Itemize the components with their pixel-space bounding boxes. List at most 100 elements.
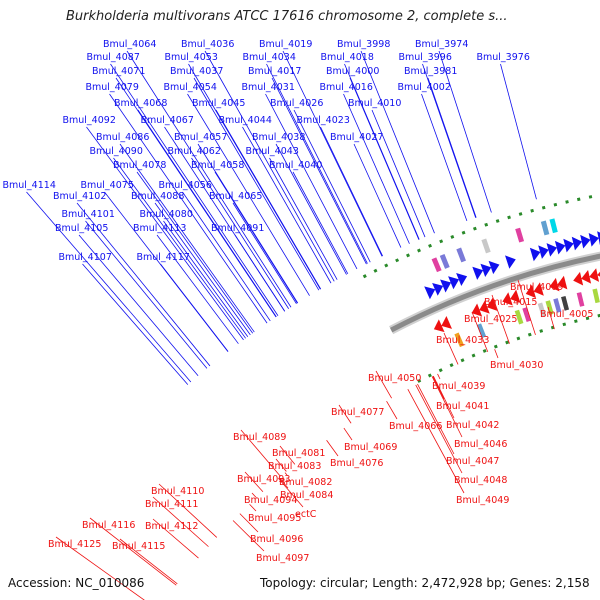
reverse-gene-leader: [338, 404, 352, 424]
reverse-gene-leader: [232, 520, 265, 552]
reverse-gene-arrow: [502, 292, 513, 306]
forward-gene-arrow: [424, 286, 436, 300]
reverse-gene-arrow: [479, 300, 490, 314]
forward-gene-leader: [156, 234, 239, 344]
reverse-gene-leader: [432, 375, 455, 419]
forward-gene-leader: [320, 126, 384, 257]
forward-gene-leader: [113, 157, 246, 339]
forward-gene-leader: [26, 191, 192, 383]
forward-gene-leader: [266, 63, 368, 264]
reverse-gene-arrow: [525, 284, 537, 299]
forward-gene-leader: [232, 202, 297, 304]
reverse-gene-label: Bmul_4030: [490, 360, 543, 371]
forward-gene-label: Bmul_4065: [209, 191, 262, 202]
reverse-gene-label: Bmul_4033: [436, 335, 489, 346]
forward-gene-arrow: [588, 232, 599, 247]
reverse-gene-label: Bmul_4093: [237, 474, 290, 485]
forward-gene-label: Bmul_4038: [252, 132, 305, 143]
forward-gene-label: Bmul_4017: [248, 66, 301, 77]
forward-gene-label: Bmul_4090: [90, 146, 143, 157]
forward-gene-arrow: [505, 255, 516, 269]
forward-gene-leader: [215, 109, 322, 290]
forward-gene-leader: [86, 126, 244, 341]
reverse-gene-label: Bmul_4076: [330, 458, 383, 469]
forward-gene-leader: [438, 50, 492, 213]
forward-gene-label: Bmul_4016: [320, 82, 373, 93]
reverse-gene-arrow: [433, 319, 445, 333]
forward-gene-leader: [204, 50, 335, 282]
forward-gene-label: Bmul_4067: [141, 115, 194, 126]
forward-gene-label: Bmul_4064: [103, 39, 156, 50]
forward-gene-arrow: [456, 272, 468, 287]
reverse-gene-label: Bmul_4077: [331, 407, 384, 418]
reverse-gene-leader: [278, 477, 289, 489]
reverse-gene-leader: [326, 439, 339, 457]
accession-text: Accession: NC_010086: [8, 576, 145, 590]
reverse-gene-leader: [89, 517, 177, 586]
forward-gene-leader: [136, 171, 254, 334]
feature-block-inner: [522, 307, 531, 322]
reverse-gene-arrow: [589, 268, 600, 282]
genome-summary-text: Topology: circular; Length: 2,472,928 bp…: [260, 576, 590, 590]
reverse-gene-leader: [417, 383, 455, 455]
forward-gene-leader: [188, 63, 321, 290]
forward-gene-label: Bmul_4079: [86, 82, 139, 93]
reverse-gene-label: Bmul_4115: [112, 541, 165, 552]
reverse-gene-leader: [279, 445, 296, 465]
forward-gene-label: Bmul_4010: [348, 98, 401, 109]
feature-block-outer: [481, 238, 491, 254]
forward-gene-leader: [110, 63, 279, 316]
reverse-gene-arrow: [471, 303, 483, 317]
forward-gene-label: Bmul_4058: [191, 160, 244, 171]
forward-gene-leader: [265, 93, 358, 270]
reverse-gene-arrow: [441, 315, 452, 329]
forward-gene-label: Bmul_4000: [326, 66, 379, 77]
reverse-gene-label: Bmul_4110: [151, 486, 204, 497]
forward-gene-label: Bmul_4019: [259, 39, 312, 50]
forward-gene-label: Bmul_4080: [140, 209, 193, 220]
forward-gene-arrow: [529, 247, 541, 262]
forward-gene-leader: [421, 93, 468, 221]
forward-gene-leader: [193, 77, 320, 291]
forward-gene-leader: [76, 202, 211, 367]
reverse-gene-leader: [275, 458, 287, 472]
feature-block-inner: [537, 302, 547, 318]
forward-gene-label: Bmul_4018: [321, 52, 374, 63]
forward-gene-label: Bmul_4036: [181, 39, 234, 50]
feature-block-outer: [540, 220, 550, 236]
forward-gene-label: Bmul_4092: [63, 115, 116, 126]
forward-gene-leader: [191, 157, 289, 309]
forward-gene-label: Bmul_4068: [114, 98, 167, 109]
feature-block-inner: [476, 323, 487, 339]
forward-gene-label: Bmul_4091: [211, 223, 264, 234]
forward-gene-leader: [293, 109, 371, 263]
forward-gene-leader: [360, 50, 435, 234]
forward-gene-label: Bmul_4105: [55, 223, 108, 234]
forward-gene-leader: [163, 220, 249, 337]
reverse-gene-label: Bmul_4039: [432, 381, 485, 392]
forward-gene-label: Bmul_4117: [137, 252, 190, 263]
forward-gene-leader: [154, 202, 251, 336]
feature-block-inner: [576, 292, 585, 307]
label-layer: 920 kbp940 kbp960 kbp980 kbp1000 kbp1020…: [3, 39, 593, 600]
forward-gene-arrow: [597, 231, 600, 245]
forward-gene-label: Bmul_4088: [131, 191, 184, 202]
feature-block-outer: [549, 218, 558, 234]
forward-gene-label: Bmul_4062: [168, 146, 221, 157]
forward-gene-label: Bmul_4102: [53, 191, 106, 202]
forward-gene-arrow: [440, 279, 452, 293]
reverse-gene-label: Bmul_4116: [82, 520, 135, 531]
forward-gene-label: Bmul_4043: [246, 146, 299, 157]
forward-gene-label: Bmul_4054: [164, 82, 217, 93]
feature-block-outer: [456, 247, 467, 263]
reverse-gene-label: Bmul_4009: [510, 282, 563, 293]
forward-gene-label: Bmul_4031: [242, 82, 295, 93]
forward-gene-label: Bmul_4075: [81, 180, 134, 191]
reverse-gene-arrow: [549, 277, 560, 292]
forward-gene-label: Bmul_3998: [337, 39, 390, 50]
forward-gene-arrow: [488, 260, 500, 275]
forward-gene-leader: [271, 77, 367, 265]
ring-layer: [362, 193, 600, 383]
forward-gene-label: Bmul_4002: [398, 82, 451, 93]
forward-gene-leader: [500, 63, 537, 200]
